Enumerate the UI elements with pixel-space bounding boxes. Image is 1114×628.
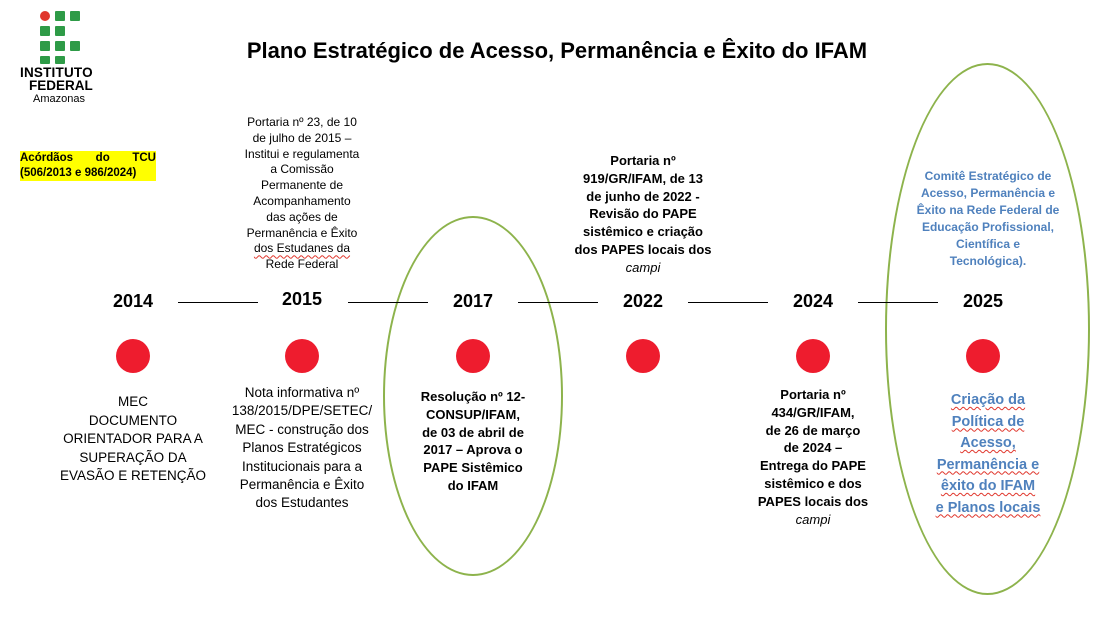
tcu-highlight-note: Acórdãos do TCU (506/2013 e 986/2024) [20,151,156,181]
text-line: 919/GR/IFAM, de 13 [583,170,703,186]
text-line: Acesso, Permanência e [920,186,1056,200]
page-title: Plano Estratégico de Acesso, Permanência… [246,38,868,63]
text-line: sistêmico e criação [583,224,703,240]
text-line: Nota informativa nº [244,385,360,400]
text-line: dos Estudanes da [253,241,351,256]
timeline-connector [178,302,258,303]
logo-text-federal: FEDERAL [29,78,93,93]
event-2024-portaria: Portaria nº 434/GR/IFAM, de 26 de março … [723,386,903,528]
text-line: MEC - construção dos [235,421,369,437]
text-line: 138/2015/DPE/SETEC/ [231,403,373,419]
ifam-logo-icon [40,11,80,65]
text-line: dos PAPES locais dos [574,241,712,257]
timeline-dot-2015 [285,339,319,373]
text-line: Educação Profissional, [921,220,1055,234]
year-2022: 2022 [622,291,664,311]
text-line: Portaria nº [780,387,846,402]
tcu-line: (506/2013 e 986/2024) [20,167,137,179]
text-line-underlined: Acesso, [960,435,1016,451]
text-line: sistêmico e dos [764,475,862,491]
text-line: PAPE Sistêmico [423,460,523,476]
text-line: Rede Federal [265,257,339,272]
text-line: Entrega do PAPE [760,458,866,474]
event-2014-mec: MEC DOCUMENTO ORIENTADOR PARA A SUPERAÇÃ… [43,393,223,486]
text-line: do IFAM [447,477,499,493]
event-2015-nota: Nota informativa nº 138/2015/DPE/SETEC/ … [212,384,392,513]
text-line: Institucionais para a [241,458,363,474]
text-line-underlined: e Planos locais [935,499,1041,516]
text-line: Permanente de [260,178,344,193]
text-line: DOCUMENTO [88,412,178,428]
event-2017-resolucao: Resolução nº 12- CONSUP/IFAM, de 03 de a… [383,388,563,495]
timeline-connector [348,302,428,303]
text-line: de 2024 – [783,440,843,456]
text-line: de junho de 2022 - [586,188,700,204]
year-2015: 2015 [281,289,323,309]
logo-text-amazonas: Amazonas [33,93,85,105]
text-line: PAPES locais dos [757,493,869,509]
tcu-line: Acórdãos do TCU [20,152,156,164]
text-line: Acesso, [893,433,1083,455]
text-line: de 03 de abril de [422,424,524,440]
text-line-underlined: Permanência e [936,456,1040,473]
text-line: dos Estudantes [255,495,349,511]
text-line: Êxito na Rede Federal de [916,203,1060,217]
text-line: 2017 – Aprova o [423,442,523,458]
text-line-underlined: Política de [951,413,1025,430]
text-line: de 26 de março [765,422,861,438]
timeline-connector [518,302,598,303]
highlight-ellipse-2017 [383,216,563,576]
text-line: êxito do IFAM [893,476,1083,498]
year-2017: 2017 [452,291,494,311]
year-2025: 2025 [962,291,1004,311]
text-line: Acompanhamento [253,193,351,208]
text-line: Permanência e Êxito [246,225,358,240]
text-line: e Planos locais [893,498,1083,520]
text-line: Permanência e Êxito [239,477,365,493]
text-line: ORIENTADOR PARA A [63,431,203,446]
text-line: SUPERAÇÃO DA [79,449,187,465]
timeline-connector [688,302,768,303]
event-2025-politica: Criação da Política de Acesso, Permanênc… [893,390,1083,519]
highlight-ellipse-2025 [885,63,1090,595]
text-line: das ações de [266,209,338,224]
text-line: de julho de 2015 – [252,130,352,145]
text-line: Portaria nº 23, de 10 [247,115,357,129]
year-2024: 2024 [792,291,834,311]
text-line: campi [625,259,661,275]
text-line-underlined: Criação da [950,392,1026,408]
text-line: Política de [893,412,1083,434]
text-line: campi [795,511,831,527]
text-line: 434/GR/IFAM, [771,404,855,420]
timeline-dot-2017 [456,339,490,373]
timeline-connector [858,302,938,303]
event-2022-portaria: Portaria nº 919/GR/IFAM, de 13 de junho … [553,152,733,277]
text-line: Portaria nº [610,153,676,168]
text-line: Permanência e [893,455,1083,477]
text-line: Tecnológica). [949,254,1027,268]
text-line: CONSUP/IFAM, [426,406,520,422]
text-line: EVASÃO E RETENÇÃO [59,468,207,483]
timeline-dot-2024 [796,339,830,373]
text-line: a Comissão [270,162,334,177]
event-2015-portaria: Portaria nº 23, de 10 de julho de 2015 –… [212,115,392,273]
text-line: Revisão do PAPE [589,206,697,222]
year-2014: 2014 [112,291,154,311]
text-line: Resolução nº 12- [420,389,526,404]
text-line: MEC [118,394,148,409]
text-line: Institui e regulamenta [244,146,360,161]
text-line-underlined: êxito do IFAM [940,478,1036,494]
text-line: Científica e [955,237,1021,251]
timeline-dot-2022 [626,339,660,373]
text-line: Criação da [893,390,1083,412]
text-line: Comitê Estratégico de [924,169,1052,183]
logo-text-instituto: INSTITUTO [20,65,93,80]
text-line: Planos Estratégicos [242,440,362,456]
timeline-dot-2025 [966,339,1000,373]
timeline-dot-2014 [116,339,150,373]
event-2025-comite: Comitê Estratégico de Acesso, Permanênci… [893,168,1083,270]
